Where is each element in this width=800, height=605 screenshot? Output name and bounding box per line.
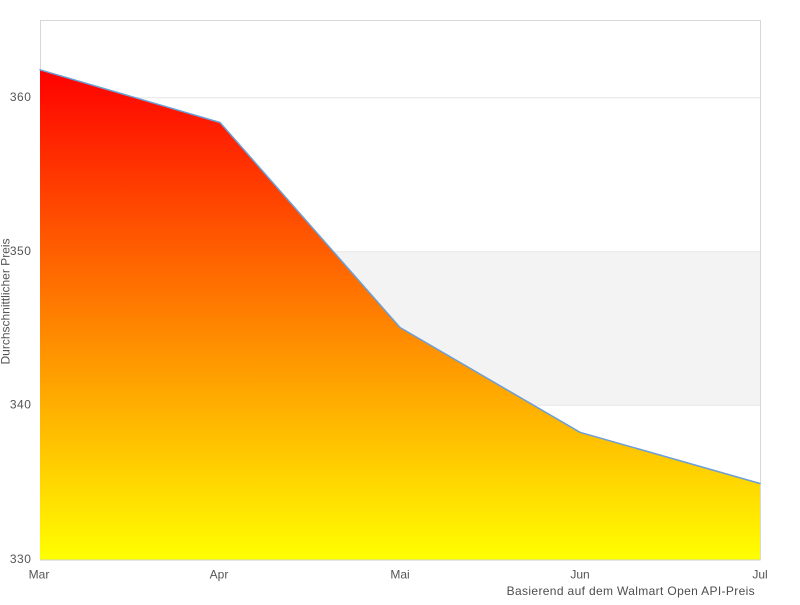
svg-text:Mar: Mar <box>29 568 50 582</box>
svg-text:Jul: Jul <box>752 568 767 582</box>
svg-text:Durchschnittlicher Preis: Durchschnittlicher Preis <box>0 238 13 364</box>
svg-text:Basierend auf dem Walmart Open: Basierend auf dem Walmart Open API-Preis <box>507 584 755 598</box>
svg-text:340: 340 <box>10 398 32 412</box>
svg-text:330: 330 <box>10 552 32 566</box>
svg-text:360: 360 <box>10 90 32 104</box>
svg-text:Apr: Apr <box>210 568 229 582</box>
svg-text:Jun: Jun <box>570 568 589 582</box>
svg-text:Mai: Mai <box>390 568 409 582</box>
svg-text:350: 350 <box>10 244 32 258</box>
